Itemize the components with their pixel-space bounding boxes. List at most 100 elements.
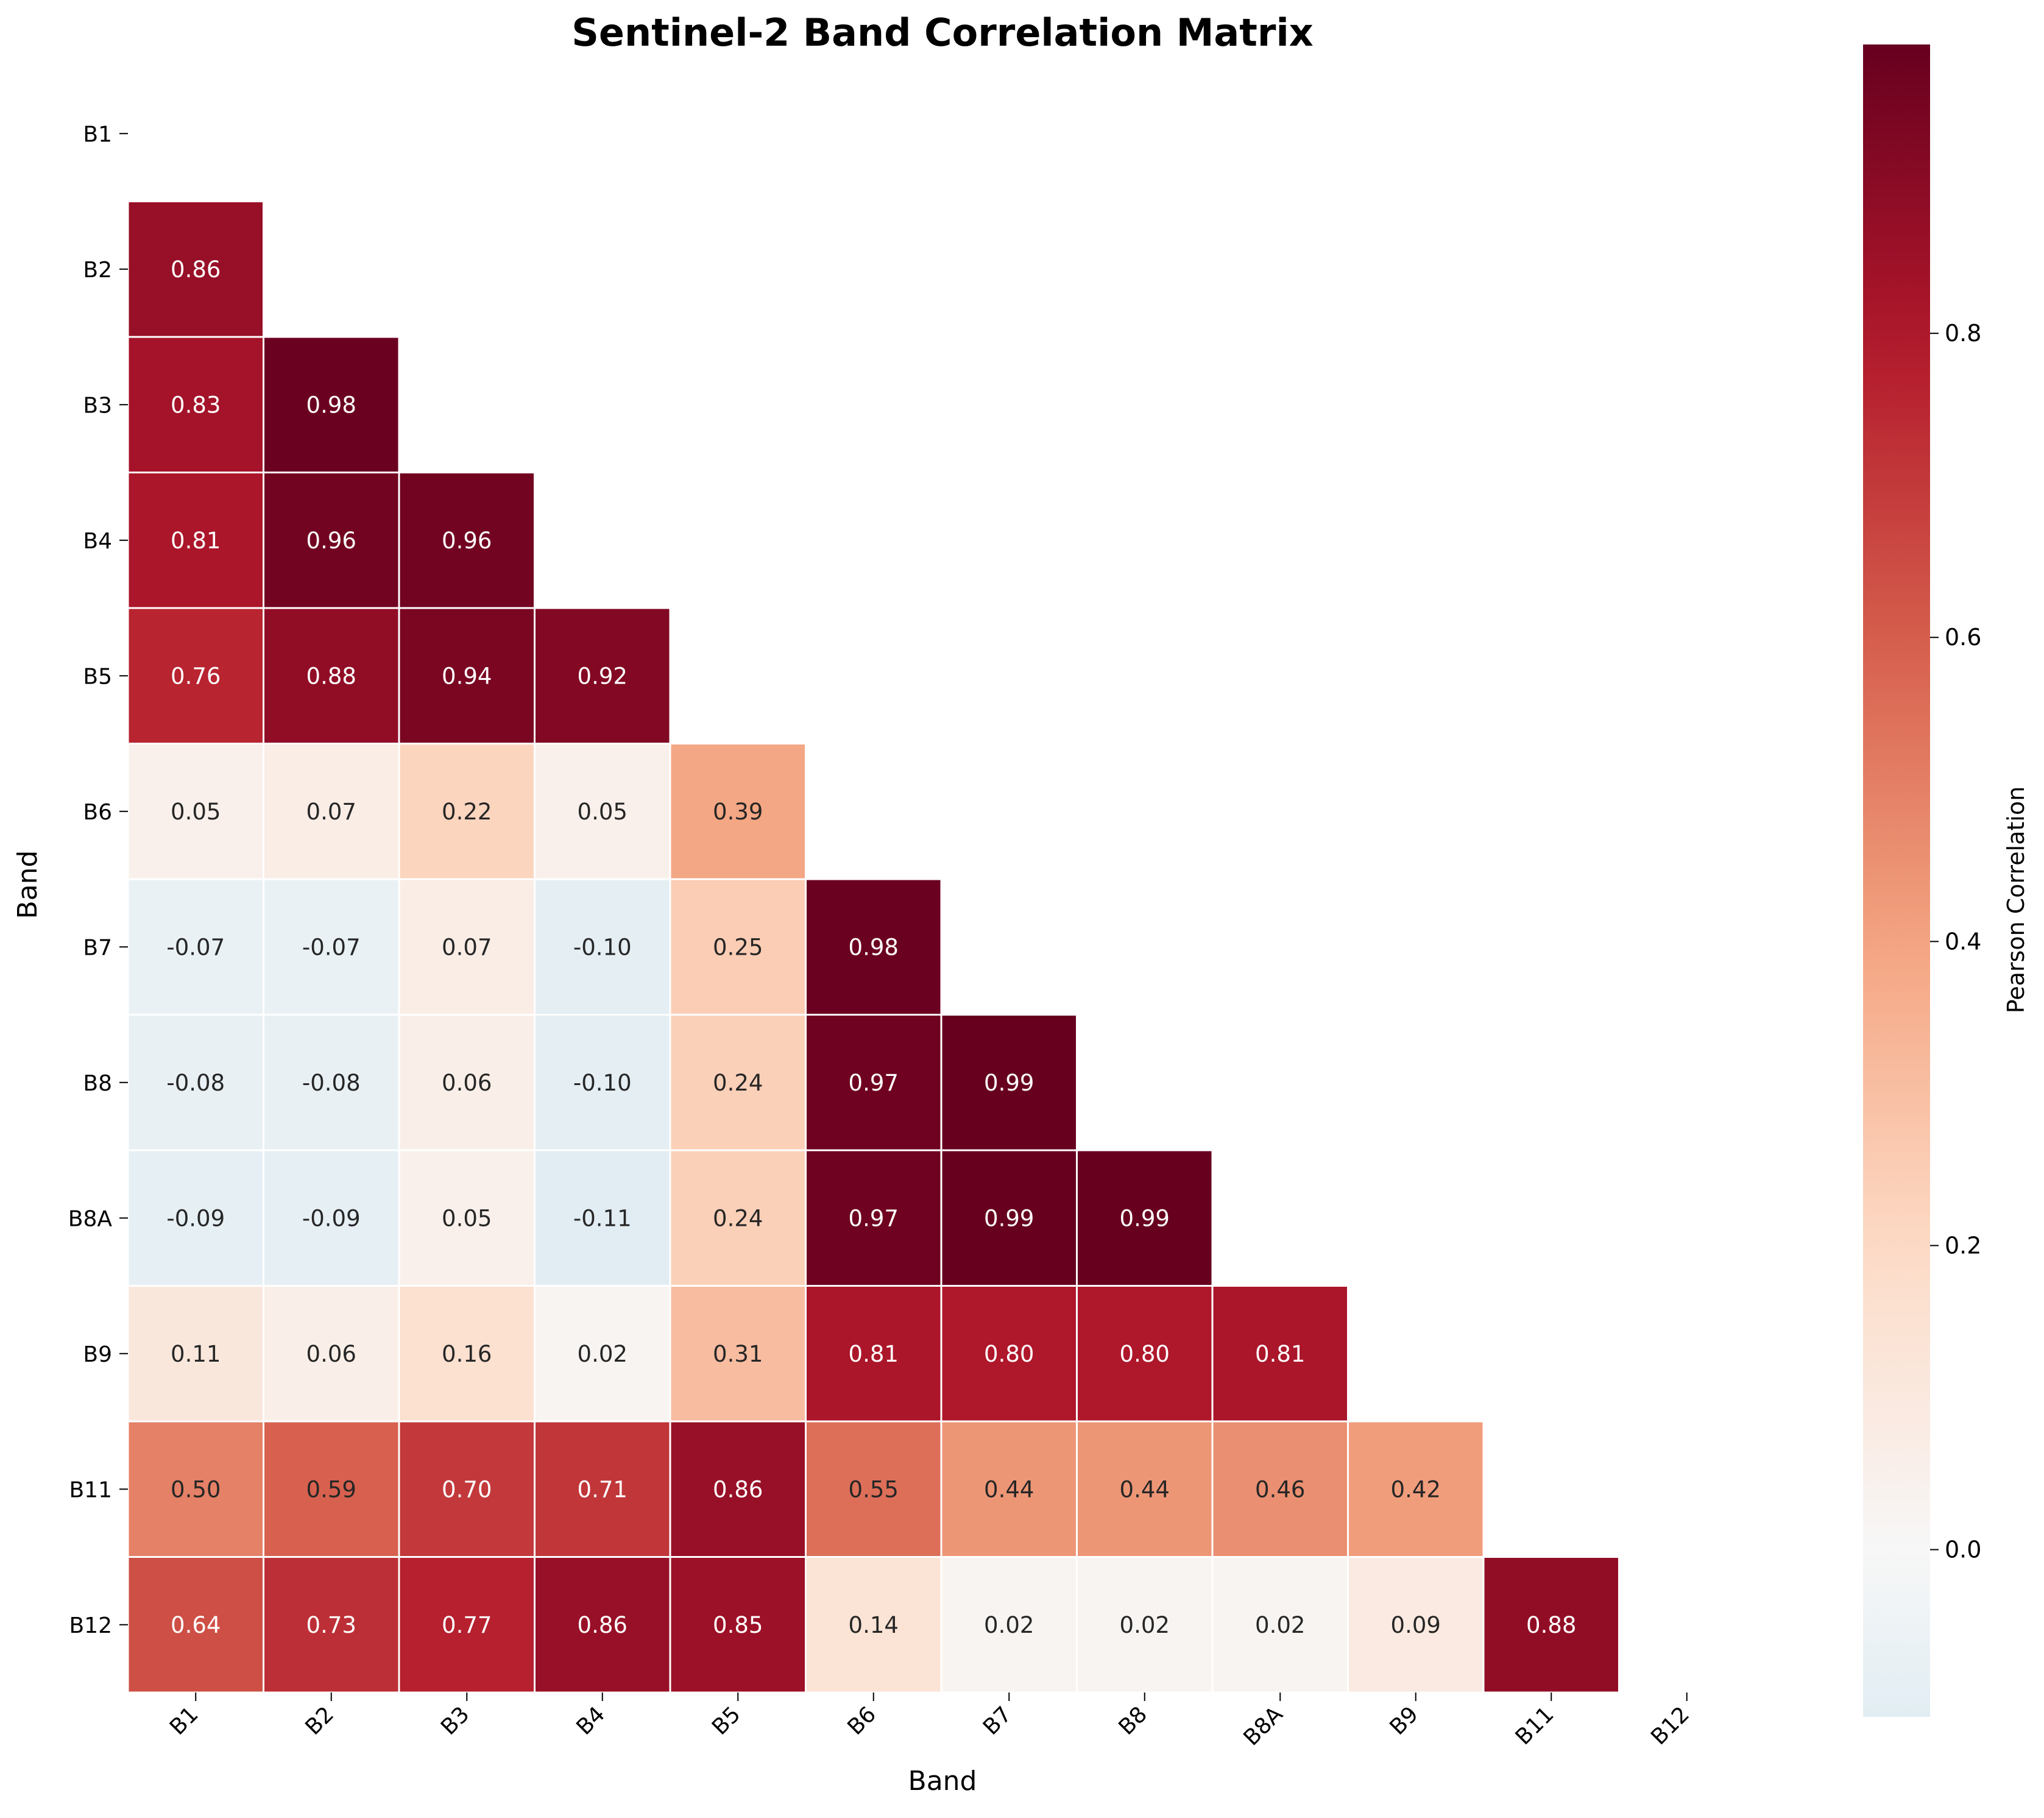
colorbar-tick-label: 0.4 [1945,928,1981,955]
y-tick-label-B1: B1 [83,122,112,147]
heatmap-cell-B8A-B8 [1076,1149,1214,1287]
colorbar: 0.0 0.2 0.4 0.6 0.8 [1863,44,1981,1717]
cell-value-label: 0.09 [1391,1612,1441,1638]
cell-value-label: 0.02 [578,1341,628,1367]
heatmap-cell-B8-B7 [940,1014,1078,1151]
x-tick-label-B2: B2 [300,1702,339,1740]
heatmap-cell-B11-B2 [263,1420,400,1558]
cell-value-label: 0.99 [984,1205,1034,1231]
y-tick-label-B4: B4 [83,529,112,554]
cell-value-label: -0.10 [573,1070,632,1096]
cell-value-label: -0.08 [302,1070,361,1096]
cell-value-label: 0.31 [713,1341,763,1367]
cell-value-label: 0.83 [171,392,221,418]
y-tick-label-B11: B11 [69,1477,112,1502]
y-axis-label: Band [12,851,43,919]
heatmap-cell-B4-B1 [127,472,264,609]
y-tick-label-B5: B5 [83,664,112,689]
cell-value-label: 0.24 [713,1205,763,1231]
colorbar-tick-label: 0.6 [1945,624,1981,651]
cell-value-label: 0.25 [713,934,763,960]
cell-value-label: 0.98 [849,934,899,960]
y-tick-label-B6: B6 [83,800,112,825]
cell-value-label: 0.73 [306,1612,356,1638]
x-tick-label-B3: B3 [436,1702,475,1740]
x-tick-label-B8A: B8A [1239,1702,1288,1750]
heatmap-cell-B11-B6 [805,1420,942,1558]
heatmap-cell-B3-B1 [127,336,264,473]
cell-value-label: 0.55 [849,1476,899,1502]
cell-value-label: 0.42 [1391,1476,1441,1502]
cell-value-label: 0.97 [849,1205,899,1231]
heatmap-cell-B11-B1 [127,1420,264,1558]
heatmap-cell-B6-B4 [534,743,671,880]
heatmap-cell-B7-B4 [534,878,671,1016]
cell-value-label: 0.97 [849,1070,899,1096]
y-tick-label-B7: B7 [83,935,112,960]
x-tick-label-B8: B8 [1114,1702,1152,1740]
cell-value-label: 0.64 [171,1612,221,1638]
cell-value-label: 0.22 [442,799,492,825]
cell-value-label: 0.98 [306,392,356,418]
heatmap-cell-B7-B2 [263,878,400,1016]
heatmap-cell-B11-B4 [534,1420,671,1558]
cell-value-label: -0.09 [166,1205,225,1231]
cell-value-label: -0.11 [573,1205,632,1231]
x-tick-label-B4: B4 [571,1702,610,1740]
colorbar-label: Pearson Correlation [2003,787,2029,1014]
heatmap-cell-B8-B4 [534,1014,671,1151]
heatmap-cell-B7-B6 [805,878,942,1016]
cell-value-label: -0.09 [302,1205,361,1231]
cell-value-label: 0.94 [442,663,492,689]
cell-value-label: 0.77 [442,1612,492,1638]
heatmap-cell-B11-B8 [1076,1420,1214,1558]
y-tick-label-B8A: B8A [68,1206,113,1231]
heatmap-cell-B9-B3 [398,1285,536,1423]
heatmap-cell-B9-B4 [534,1285,671,1423]
x-tick-label-B6: B6 [843,1702,881,1740]
heatmap-cell-B12-B6 [805,1556,942,1694]
y-tick-label-B3: B3 [83,393,112,418]
x-tick-label-B12: B12 [1646,1702,1694,1750]
heatmap-cell-B4-B2 [263,472,400,609]
cell-value-label: 0.96 [442,528,492,554]
cell-value-label: -0.07 [166,934,225,960]
cell-value-label: 0.02 [984,1612,1034,1638]
cell-value-label: 0.11 [171,1341,221,1367]
heatmap-cell-B8-B6 [805,1014,942,1151]
cell-value-label: -0.08 [166,1070,225,1096]
colorbar-gradient [1863,44,1930,1717]
cell-value-label: 0.44 [984,1476,1034,1502]
heatmap-cell-B8A-B1 [127,1149,264,1287]
colorbar-tick-label: 0.2 [1945,1232,1981,1259]
heatmap-cell-B8-B1 [127,1014,264,1151]
cell-value-label: 0.86 [171,256,221,283]
y-tick-label-B9: B9 [83,1342,112,1367]
cell-value-label: 0.59 [306,1476,356,1502]
heatmap-cell-B2-B1 [127,200,264,338]
cell-value-label: 0.70 [442,1476,492,1502]
cell-value-label: 0.88 [1526,1612,1576,1638]
heatmap-cell-B5-B2 [263,607,400,745]
cell-value-label: 0.76 [171,663,221,689]
cell-value-label: 0.86 [713,1476,763,1502]
cell-value-label: 0.02 [1255,1612,1305,1638]
heatmap-cell-B9-B7 [940,1285,1078,1423]
heatmap-cell-B5-B4 [534,607,671,745]
y-tick-label-B12: B12 [69,1613,112,1638]
cell-value-label: 0.81 [171,528,221,554]
cell-value-label: 0.06 [442,1070,492,1096]
heatmap-cell-B12-B8A [1211,1556,1349,1694]
cell-value-label: 0.44 [1120,1476,1170,1502]
heatmap-cell-B6-B3 [398,743,536,880]
cell-value-label: 0.02 [1120,1612,1170,1638]
cell-value-label: 0.71 [578,1476,628,1502]
x-tick-label-B9: B9 [1385,1702,1423,1740]
heatmap-cell-B9-B1 [127,1285,264,1423]
cell-value-label: 0.50 [171,1476,221,1502]
heatmap-cell-B3-B2 [263,336,400,473]
x-tick-label-B7: B7 [978,1702,1017,1740]
colorbar-tick-label: 0.8 [1945,320,1981,347]
heatmap-cell-B7-B5 [669,878,807,1016]
